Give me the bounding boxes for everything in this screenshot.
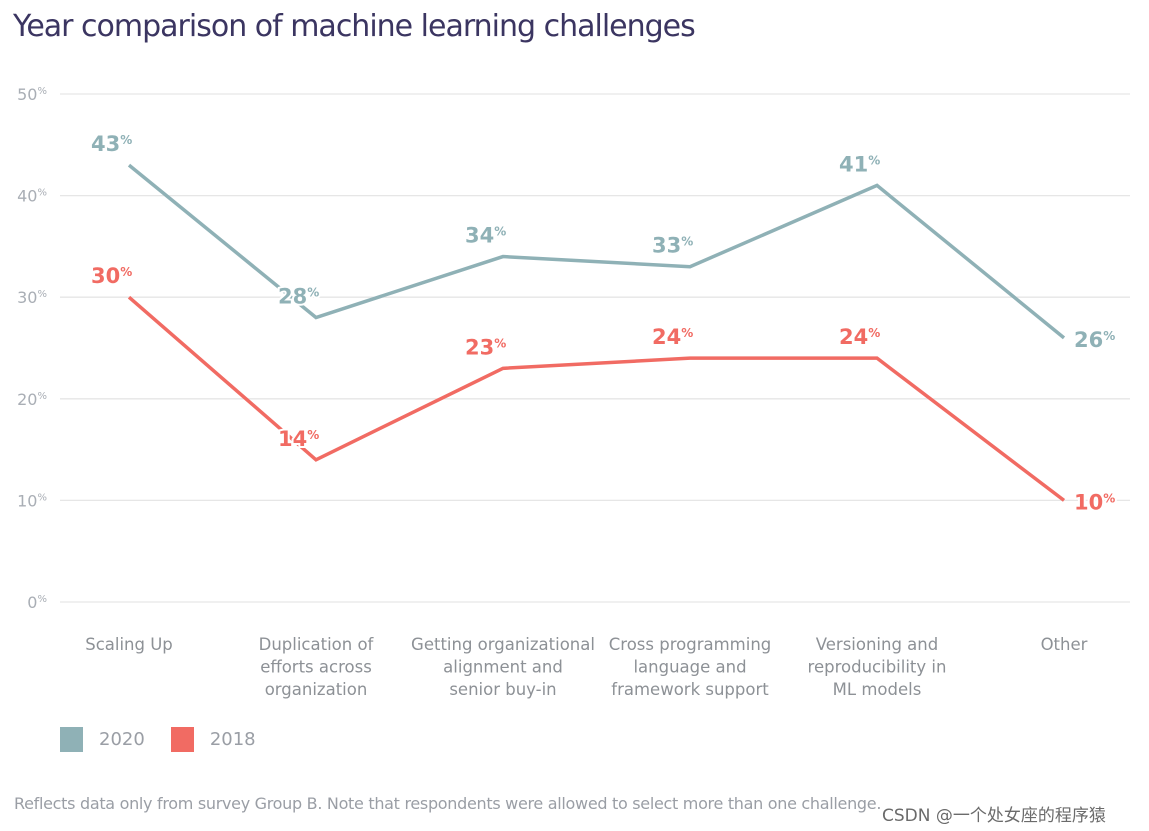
y-tick-label: 30% — [17, 288, 47, 307]
x-tick-label: Duplication of efforts across organization — [259, 635, 375, 699]
x-tick-label: Scaling Up — [85, 635, 173, 654]
x-tick-label: Cross programming language and framework s… — [609, 635, 772, 699]
line-chart: 0% 10% 20% 30% 40% 50% Scaling Up Duplication … — [17, 85, 1130, 699]
x-tick-label: Versioning and reproducibility in ML model… — [808, 635, 947, 699]
legend-label-2018: 2018 — [209, 729, 256, 750]
data-label-2020: 33% — [652, 234, 693, 258]
data-label-2018: 30% — [91, 264, 132, 288]
y-tick-label: 10% — [17, 491, 47, 510]
y-tick-label: 50% — [17, 85, 47, 104]
legend-label-2020: 2020 — [99, 729, 145, 750]
y-tick-label: 40% — [17, 187, 47, 206]
series-line-2018 — [127, 295, 1066, 502]
legend-item-2020[interactable]: 2020 — [60, 727, 145, 752]
x-axis-labels: Scaling Up Duplication of efforts across or… — [85, 635, 1087, 699]
legend-swatch-2020 — [60, 727, 83, 752]
y-axis-ticks: 0% 10% 20% 30% 40% 50% — [17, 85, 47, 612]
data-label-2018: 14% — [278, 427, 319, 451]
gridlines — [60, 93, 1130, 603]
legend: 2020 2018 — [60, 727, 282, 752]
data-label-2018: 23% — [465, 335, 506, 359]
data-label-2018: 24% — [839, 325, 880, 349]
data-labels: 43% 28% 34% 33% 41% 26% 30% 14% 23% 24% 24% 10% — [89, 130, 1117, 516]
data-label-2018: 10% — [1074, 490, 1115, 514]
series-line-2020 — [127, 163, 1066, 340]
data-label-2020: 28% — [278, 285, 319, 309]
data-label-2020: 26% — [1074, 328, 1115, 352]
legend-item-2018[interactable]: 2018 — [170, 727, 256, 752]
data-label-2018: 24% — [652, 325, 693, 349]
data-label-2020: 34% — [465, 224, 506, 248]
chart-title: Year comparison of machine learning chal… — [13, 9, 696, 44]
legend-swatch-2018 — [170, 727, 194, 752]
x-tick-label: Other — [1041, 635, 1088, 654]
data-label-2020: 41% — [839, 152, 880, 176]
series-lines — [127, 163, 1066, 502]
footnote: Reflects data only from survey Group B. … — [14, 794, 882, 813]
y-tick-label: 20% — [17, 390, 47, 409]
watermark: CSDN @一个处女座的程序猿 — [882, 806, 1106, 826]
y-tick-label: 0% — [27, 593, 47, 612]
data-label-2020: 43% — [91, 132, 132, 156]
x-tick-label: Getting organizational alignment and senio… — [411, 635, 595, 699]
